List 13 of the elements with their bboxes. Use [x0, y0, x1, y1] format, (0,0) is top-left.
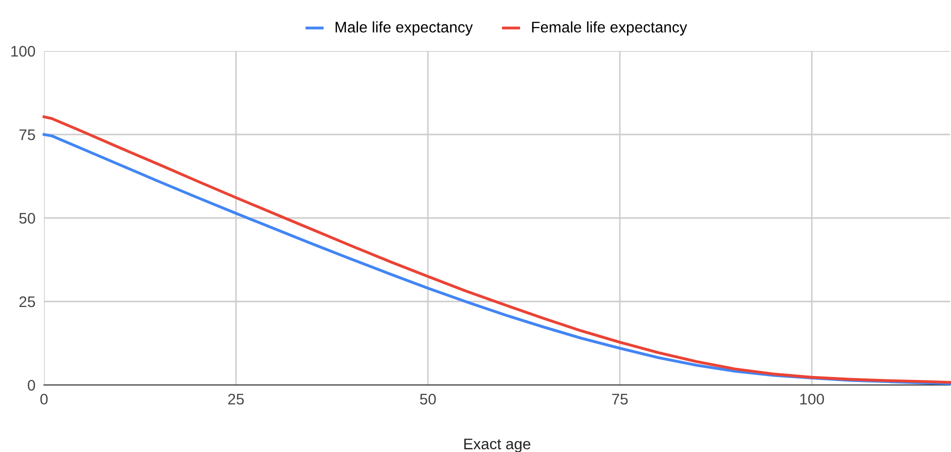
x-tick-label: 75	[612, 394, 628, 405]
y-tick-label: 50	[19, 212, 36, 224]
legend-label: Female life expectancy	[532, 21, 688, 36]
x-tick-label: 25	[228, 394, 244, 405]
x-axis-title: Exact age	[464, 438, 530, 452]
y-tick-label: 25	[19, 296, 36, 308]
x-tick-label: 100	[800, 394, 824, 405]
y-tick-label: 75	[19, 130, 36, 140]
legend-label: Male life expectancy	[336, 21, 473, 36]
y-tick-label: 0	[28, 380, 36, 391]
x-tick-label: 0	[40, 394, 48, 405]
x-tick-label: 50	[420, 394, 436, 405]
y-tick-label: 100	[11, 46, 36, 57]
